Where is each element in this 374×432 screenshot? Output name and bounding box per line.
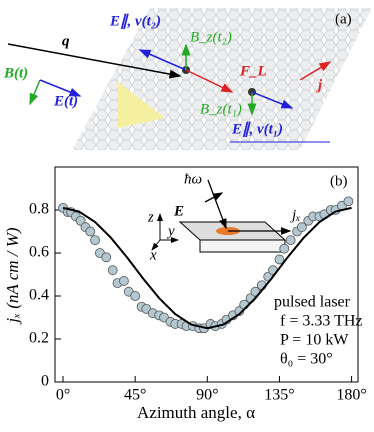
x-tick-label: 45° xyxy=(124,387,146,404)
sample-side xyxy=(199,239,286,253)
label: q xyxy=(62,33,70,49)
inset-label: x xyxy=(149,247,157,263)
label: j xyxy=(316,77,323,93)
data-point xyxy=(75,215,86,226)
y-tick-label: 0.6 xyxy=(29,244,49,261)
inset-label: ħω xyxy=(184,171,202,187)
b-field-arrow xyxy=(29,79,41,106)
inset-label: jₓ xyxy=(290,207,300,223)
label: B(t) xyxy=(3,65,28,81)
diagram-a: (a) q E∥, v(t₂) B_z(t₂) B(t) E(t) F_L j … xyxy=(3,8,372,150)
data-point xyxy=(279,243,290,254)
x-tick-label: 135° xyxy=(264,387,294,404)
x-axis-label: Azimuth angle, α xyxy=(137,403,255,422)
force-arrow xyxy=(185,69,234,93)
e-vector xyxy=(204,192,224,203)
data-point xyxy=(296,222,307,233)
y-tick-label: 0.8 xyxy=(29,201,49,218)
panel-label: (b) xyxy=(330,173,348,189)
data-point xyxy=(101,252,112,263)
label: B_z(t₂) xyxy=(190,29,232,45)
inset-label: z xyxy=(147,209,154,225)
inset xyxy=(151,179,292,253)
x-tick-label: 0° xyxy=(56,387,70,404)
annotation: f = 3.33 THz xyxy=(280,313,363,330)
annotation: θ₀ = 30° xyxy=(280,351,333,368)
panel-label: (a) xyxy=(335,11,352,27)
y-tick-label: 0.2 xyxy=(29,330,49,347)
beam xyxy=(207,179,227,230)
data-point xyxy=(85,226,96,237)
beam-spot xyxy=(118,82,165,128)
data-point xyxy=(285,235,296,246)
fit-line xyxy=(62,206,352,330)
label: E∥, v(t₁) xyxy=(231,121,283,137)
label: F_L xyxy=(239,63,267,79)
chart-b: (b) Azimuth angle, α jₓ (nA cm / W) puls… xyxy=(3,166,367,422)
inset-label: E xyxy=(173,203,184,219)
data-point xyxy=(90,235,100,246)
velocity-arrow xyxy=(251,91,294,109)
annotation: pulsed laser xyxy=(274,294,351,311)
x-tick-label: 90° xyxy=(196,387,218,404)
y-axis-label: jₓ (nA cm / W) xyxy=(3,227,22,324)
label: E(t) xyxy=(53,93,78,109)
current-arrow xyxy=(299,61,332,81)
data-point xyxy=(274,254,285,265)
data-point xyxy=(130,291,141,301)
y-tick-label: 0.4 xyxy=(29,287,49,304)
annotation: P = 10 kW xyxy=(280,332,349,349)
y-tick-label: 0 xyxy=(41,373,49,390)
e-field-arrow xyxy=(39,79,82,97)
data-point xyxy=(343,196,354,207)
data-point xyxy=(234,306,245,316)
inset-label: y xyxy=(166,223,175,239)
label: B_z(t₁) xyxy=(200,101,242,117)
plot-frame xyxy=(54,166,359,383)
axis xyxy=(151,239,161,251)
x-tick-label: 180° xyxy=(336,387,366,404)
data-point xyxy=(119,276,129,286)
wave-vector xyxy=(7,43,182,79)
data-point xyxy=(107,265,118,276)
label: E∥, v(t₂) xyxy=(109,13,161,29)
velocity-arrow xyxy=(138,49,187,71)
